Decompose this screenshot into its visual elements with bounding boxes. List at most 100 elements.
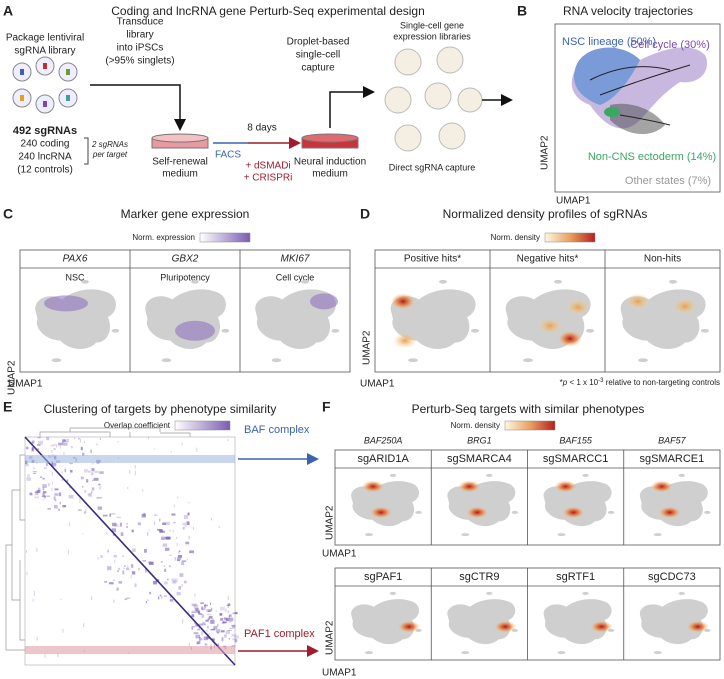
heatmap-cell [80,446,83,451]
heatmap-cell [51,471,53,476]
colorbar-label: Overlap coefficient [104,421,171,430]
heatmap-cell [70,445,73,449]
guide-label: sgARID1A [357,453,409,465]
heatmap-cell [229,627,233,629]
heatmap-cell [169,599,174,602]
density-spot [362,480,384,493]
heatmap-cell [43,491,47,494]
heatmap-cell [54,488,59,491]
heatmap-cell [205,643,207,645]
heatmap-cell [74,437,76,440]
heatmap-cell [146,532,149,536]
heatmap-cell [31,442,33,445]
heatmap-cell [193,632,199,635]
step-text: into iPSCs [117,43,164,54]
heatmap-cell [188,512,190,516]
heatmap-cell [134,583,137,588]
heatmap-cell [157,528,163,531]
axis-label: UMAP1 [556,196,591,207]
heatmap-cell [204,643,208,648]
heatmap-cell [179,550,181,553]
heatmap-cell [174,557,177,561]
protein-label: BRG1 [467,435,492,445]
heatmap-cell [131,529,134,533]
heatmap-cell [29,492,33,496]
heatmap-cell [171,578,173,582]
heatmap-cell [58,442,63,446]
heatmap-cell [44,653,46,659]
heatmap-cell [37,437,41,439]
heatmap-cell [148,437,150,439]
heatmap-cell [127,565,129,569]
heatmap-cell [206,629,208,632]
heatmap-cell [161,536,166,541]
heatmap-cell [84,511,86,514]
heatmap-cell [231,624,236,627]
heatmap-cell [234,639,238,643]
heatmap-cell [193,604,199,609]
library-text: (12 controls) [17,165,73,176]
heatmap-cell [108,582,114,585]
heatmap-cell [169,529,171,532]
heatmap-cell [186,512,190,516]
state-label: NSC lineage (50%) [562,36,656,48]
heatmap-cell [134,465,136,469]
heatmap-cell [126,597,131,599]
density-spot [626,293,650,310]
heatmap-cell [102,514,108,517]
panel-title: Normalized density profiles of sgRNAs [443,207,648,221]
heatmap-cell [170,451,172,453]
step-text: (>95% singlets) [105,56,174,67]
heatmap-cell [177,496,179,499]
heatmap-cell [157,596,160,600]
heatmap-cell [231,645,236,647]
density-spot [686,620,709,633]
heatmap-cell [26,571,28,576]
panel-c: C Marker gene expression Norm. expressio… [3,206,351,395]
heatmap-cell [191,603,197,607]
heatmap-cell [63,451,65,456]
heatmap-cell [38,487,41,491]
heatmap-cell [33,472,36,474]
axis-label: UMAP2 [362,330,373,365]
heatmap-cell [197,608,200,611]
axis-label: UMAP2 [540,135,551,170]
heatmap-cell [42,492,45,497]
heatmap-cell [69,462,73,465]
footnote-part: < 1 x 10 [567,378,598,387]
heatmap-cell [182,522,187,526]
heatmap-cell [194,607,199,612]
heatmap-cell [88,493,92,498]
heatmap-cell [106,531,109,535]
heatmap-cell [117,441,119,443]
panel-letter: B [517,3,527,19]
heatmap-cell [97,496,103,499]
heatmap-cell [211,638,214,640]
highlight-band [25,455,235,463]
heatmap-cell [145,568,147,573]
density-spot [466,506,489,519]
heatmap-cell [153,521,156,525]
heatmap-cell [131,571,136,575]
heatmap-cell [188,642,190,647]
heatmap-cell [148,529,150,531]
panel-letter: E [3,399,12,415]
library-total: 492 sgRNAs [13,125,77,137]
expression-overlay [175,320,215,341]
heatmap-cell [62,442,68,446]
heatmap-cell [192,526,194,530]
protein-label: BAF57 [658,435,687,445]
heatmap-cell [117,570,120,572]
complex-label: PAF1 complex [244,628,315,640]
heatmap-cell [196,641,199,645]
heatmap-cell [149,591,152,595]
heatmap-cell [215,610,217,612]
heatmap-cell [199,623,204,626]
panel-title: RNA velocity trajectories [563,4,693,18]
heatmap-cell [107,549,109,553]
heatmap-cell [78,438,81,440]
heatmap-cell [225,630,230,635]
heatmap-cell [124,565,126,567]
footnote-part: relative to non-targeting controls [603,378,720,387]
heatmap-cell [53,443,57,446]
